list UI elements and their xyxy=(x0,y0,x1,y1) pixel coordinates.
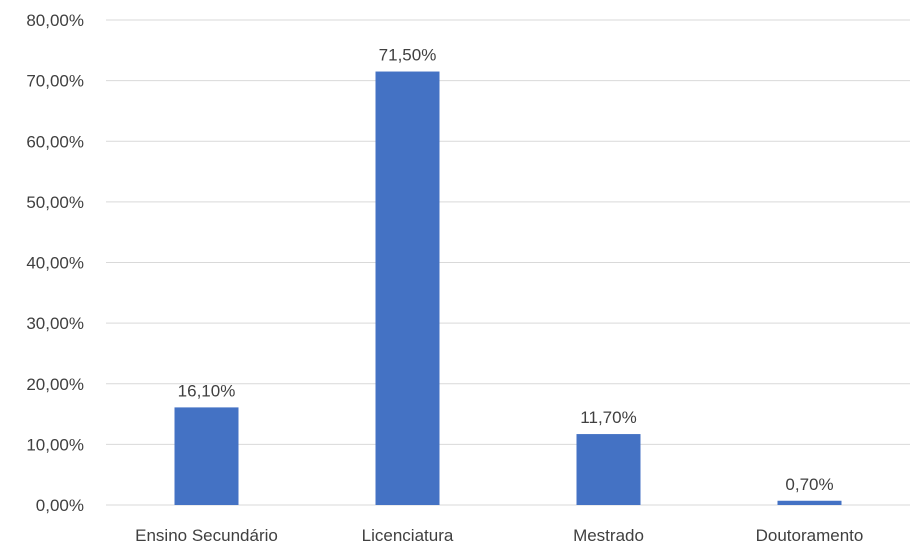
y-tick-label: 20,00% xyxy=(26,375,84,394)
category-label: Doutoramento xyxy=(756,526,864,545)
data-label: 16,10% xyxy=(178,381,236,400)
y-tick-label: 0,00% xyxy=(36,496,84,515)
y-tick-label: 40,00% xyxy=(26,254,84,273)
y-tick-label: 80,00% xyxy=(26,11,84,30)
category-label: Ensino Secundário xyxy=(135,526,278,545)
data-label: 71,50% xyxy=(379,46,437,65)
category-label: Mestrado xyxy=(573,526,644,545)
y-axis-ticks: 0,00% 10,00% 20,00% 30,00% 40,00% 50,00% 60,00… xyxy=(26,11,84,515)
bars xyxy=(174,71,842,505)
bar xyxy=(375,71,440,505)
bar xyxy=(174,407,239,505)
y-tick-label: 50,00% xyxy=(26,193,84,212)
bar xyxy=(777,500,842,505)
data-labels: 16,10% 71,50% 11,70% 0,70% xyxy=(178,46,834,494)
x-axis-categories: Ensino Secundário Licenciatura Mestrado Dou… xyxy=(135,526,863,545)
bar xyxy=(576,434,641,505)
y-tick-label: 70,00% xyxy=(26,72,84,91)
y-tick-label: 10,00% xyxy=(26,435,84,454)
y-tick-label: 60,00% xyxy=(26,132,84,151)
data-label: 0,70% xyxy=(785,475,833,494)
data-label: 11,70% xyxy=(580,408,636,427)
y-tick-label: 30,00% xyxy=(26,314,84,333)
category-label: Licenciatura xyxy=(362,526,454,545)
gridlines xyxy=(106,19,910,506)
